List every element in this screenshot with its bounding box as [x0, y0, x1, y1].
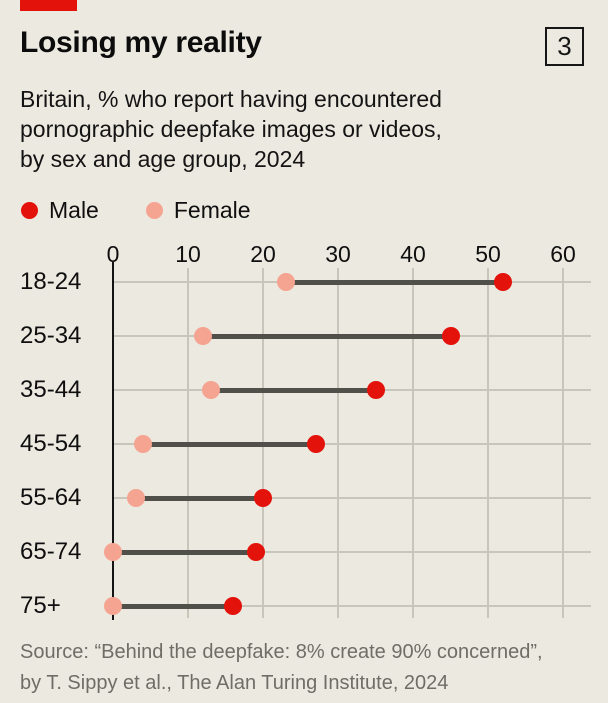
zero-axis-line	[111, 262, 115, 620]
x-axis-tick-label: 60	[550, 241, 576, 267]
x-axis-tick-label: 30	[325, 241, 351, 267]
male-dot	[224, 597, 242, 615]
female-dot	[104, 597, 122, 615]
dumbbell-connector	[143, 441, 316, 447]
red-accent-bar	[20, 0, 77, 11]
male-dot	[441, 327, 460, 345]
legend-male-label: Male	[49, 197, 99, 223]
subtitle-line: pornographic deepfake images or videos,	[20, 116, 442, 142]
figure-number-badge: 3	[545, 27, 584, 66]
female-dot	[201, 381, 220, 399]
legend-item-male: Male	[21, 197, 99, 224]
dumbbell-connector	[203, 333, 451, 339]
source-line: Source: “Behind the deepfake: 8% create …	[20, 641, 543, 663]
x-axis-tick-label: 50	[475, 241, 501, 267]
chart-subtitle: Britain, % who report having encountered…	[20, 84, 442, 174]
x-axis-tick-label: 40	[400, 241, 426, 267]
dumbbell-connector	[113, 603, 233, 609]
category-label: 25-34	[20, 322, 82, 349]
dumbbell-connector	[135, 495, 263, 501]
female-dot	[276, 273, 295, 291]
subtitle-line: by sex and age group, 2024	[20, 146, 306, 172]
category-label: 18-24	[20, 268, 82, 295]
source-note: Source: “Behind the deepfake: 8% create …	[20, 637, 543, 699]
female-swatch-icon	[145, 202, 163, 219]
dumbbell-connector	[210, 387, 376, 393]
female-dot	[126, 489, 145, 507]
male-dot	[306, 435, 325, 453]
legend: Male Female	[21, 197, 251, 224]
x-axis-tick-label: 20	[250, 241, 276, 267]
x-gridline	[337, 268, 339, 618]
legend-item-female: Female	[145, 197, 251, 224]
row-gridline	[113, 551, 591, 553]
category-label: 65-74	[20, 538, 82, 565]
x-gridline	[487, 268, 489, 618]
row-gridline	[113, 497, 591, 499]
male-dot	[494, 273, 512, 291]
subtitle-line: Britain, % who report having encountered	[20, 86, 442, 112]
source-line: by T. Sippy et al., The Alan Turing Inst…	[20, 672, 449, 694]
dumbbell-connector	[113, 549, 256, 555]
male-dot	[254, 489, 272, 507]
page-title: Losing my reality	[20, 26, 262, 59]
female-dot	[194, 327, 212, 345]
x-gridline	[562, 268, 564, 618]
legend-female-label: Female	[173, 197, 251, 223]
x-axis-tick-label: 10	[175, 241, 201, 267]
female-dot	[134, 435, 152, 453]
female-dot	[104, 543, 122, 561]
category-label: 55-64	[20, 484, 82, 511]
male-dot	[246, 543, 265, 561]
category-label: 35-44	[20, 376, 82, 403]
dumbbell-connector	[285, 279, 503, 285]
male-swatch-icon	[21, 202, 38, 219]
row-gridline	[113, 605, 591, 607]
category-label: 45-54	[20, 430, 82, 457]
x-axis-tick-label: 0	[106, 241, 120, 267]
category-label: 75+	[20, 592, 61, 619]
x-gridline	[412, 268, 414, 618]
male-dot	[366, 381, 385, 399]
row-gridline	[113, 443, 591, 445]
